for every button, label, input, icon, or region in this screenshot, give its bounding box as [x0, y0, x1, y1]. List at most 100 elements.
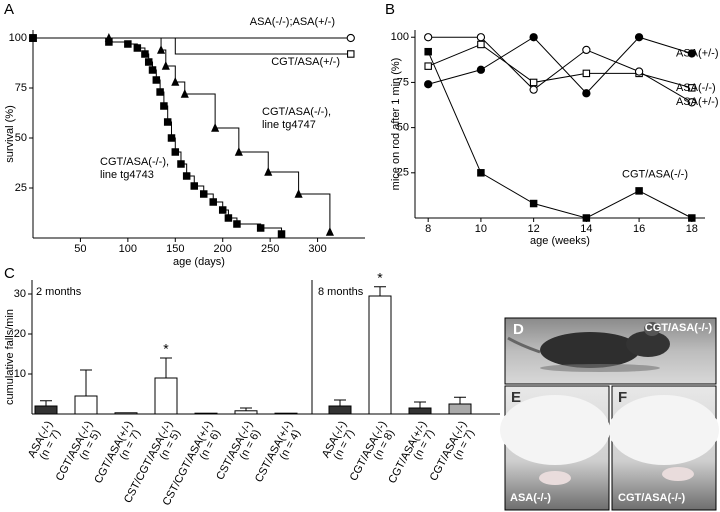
marker [582, 89, 591, 98]
survival-line [33, 37, 283, 234]
photo-e [500, 385, 610, 511]
marker [687, 49, 696, 58]
series-line [427, 43, 692, 89]
marker [635, 187, 643, 195]
marker [347, 50, 355, 58]
x-tick-label: 12 [528, 223, 540, 235]
bar [34, 405, 58, 415]
category-label: ASA(-/-)(n = 7) [26, 419, 63, 462]
y-axis-label: survival (%) [4, 105, 16, 162]
category-label: CGT/ASA(-/-)(n = 7) [428, 419, 477, 483]
series-line [427, 51, 693, 219]
marker [256, 224, 265, 232]
error-bar [80, 369, 92, 396]
marker [476, 65, 486, 74]
marker [529, 85, 538, 94]
marker [209, 198, 217, 206]
series-label: line tg4747 [262, 119, 316, 131]
x-tick-label: 300 [308, 243, 326, 255]
marker [167, 134, 176, 142]
marker [29, 34, 37, 42]
bar [274, 412, 298, 415]
group-label: 2 months [36, 286, 82, 298]
error-bar [160, 357, 172, 378]
panel-letter: D [513, 321, 524, 338]
x-tick-label: 150 [166, 243, 184, 255]
y-tick-label: 100 [391, 31, 409, 43]
marker [264, 166, 273, 176]
series-label: CGT/ASA(+/-) [271, 56, 340, 68]
y-tick-label: 75 [397, 76, 409, 88]
marker [156, 88, 164, 96]
marker [688, 214, 696, 222]
marker [161, 60, 170, 70]
marker [582, 214, 591, 222]
marker [688, 84, 696, 92]
x-tick-label: 8 [425, 223, 431, 235]
marker [346, 33, 355, 43]
marker [477, 40, 485, 49]
marker [211, 122, 220, 132]
marker [180, 88, 189, 98]
series-label: CGT/ASA(-/-), [262, 106, 331, 118]
bar [328, 405, 352, 415]
error-bar [374, 286, 386, 296]
marker [634, 33, 644, 42]
panel-letter: C [4, 265, 15, 282]
marker [277, 230, 286, 238]
photo-f [609, 385, 719, 511]
marker [160, 102, 168, 110]
marker [141, 50, 149, 58]
series-label: ASA(-/-);ASA(+/-) [250, 16, 335, 28]
marker [477, 169, 485, 177]
y-tick-label: 20 [14, 328, 26, 340]
bar [448, 403, 472, 415]
panel-letter: A [4, 1, 14, 18]
marker [529, 78, 538, 87]
marker [325, 226, 334, 236]
marker [424, 33, 433, 42]
bar [154, 377, 178, 415]
error-bar [334, 399, 346, 406]
marker [199, 190, 208, 198]
panel-letter: B [385, 1, 395, 18]
x-axis-label: age (days) [173, 256, 225, 268]
marker [424, 80, 433, 89]
photo-d [504, 317, 717, 385]
legend-label: ASA(+/-) [676, 96, 718, 108]
marker [124, 40, 132, 48]
photo-caption: CGT/ASA(-/-) [645, 322, 713, 334]
x-tick-label: 200 [214, 243, 232, 255]
bar [114, 412, 138, 415]
marker [171, 76, 180, 86]
category-label: ASA(-/-)(n = 7) [320, 419, 357, 462]
marker [424, 47, 432, 56]
legend-label: ASA(-/-) [676, 82, 716, 94]
y-tick-label: 10 [14, 368, 26, 380]
y-tick-label: 50 [397, 122, 409, 134]
y-tick-label: 100 [9, 32, 27, 44]
photo-caption: CGT/ASA(-/-) [618, 492, 686, 504]
marker [294, 188, 303, 198]
bar [74, 395, 98, 415]
marker [529, 33, 538, 42]
marker [529, 199, 538, 208]
error-bar [454, 396, 466, 404]
x-tick-label: 10 [475, 223, 487, 235]
marker [476, 33, 486, 42]
bar [194, 412, 218, 415]
y-axis-label: mice on rod after 1 min (%) [390, 58, 402, 191]
x-axis-label: age (weeks) [530, 235, 590, 247]
y-tick-label: 25 [397, 167, 409, 179]
marker [156, 44, 166, 54]
group-label: 8 months [318, 286, 364, 298]
marker [105, 38, 113, 46]
marker [218, 206, 227, 214]
marker [424, 62, 432, 70]
bar [408, 407, 432, 415]
series-label: line tg4743 [100, 169, 154, 181]
error-bar [414, 401, 426, 408]
marker [148, 66, 157, 74]
marker [234, 146, 243, 156]
